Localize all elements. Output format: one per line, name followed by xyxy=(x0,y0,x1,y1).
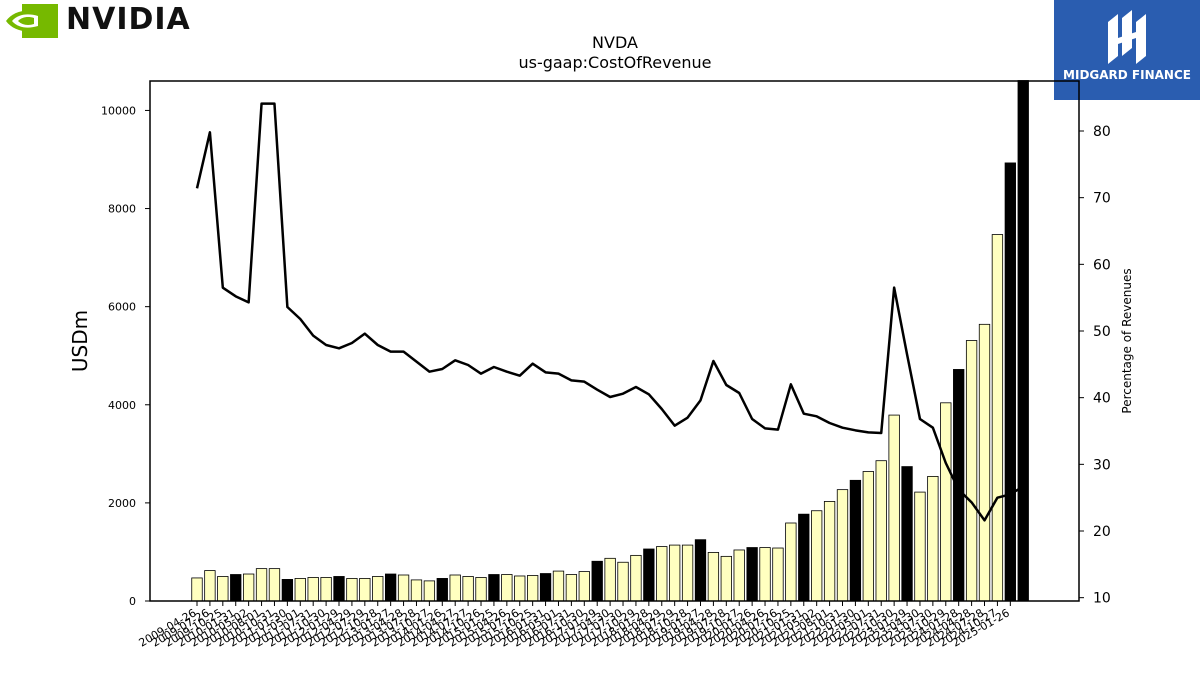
bar xyxy=(914,491,926,602)
bar xyxy=(423,580,436,602)
y2-tick-label: 10 xyxy=(1093,591,1111,607)
bar xyxy=(759,547,771,602)
bar xyxy=(488,574,500,602)
bar xyxy=(643,548,655,602)
bar xyxy=(965,340,978,602)
bar xyxy=(823,501,836,602)
right-axis-ticks: 10 20 30 40 50 60 70 80 xyxy=(1079,124,1111,607)
y2-tick-label: 40 xyxy=(1093,391,1111,407)
bar xyxy=(539,573,552,602)
y2-tick-label: 50 xyxy=(1093,324,1111,340)
bar xyxy=(552,570,565,602)
bar xyxy=(191,577,203,602)
bar xyxy=(230,574,242,602)
y-tick-label: 10000 xyxy=(101,104,136,117)
bar xyxy=(294,578,306,602)
bar xyxy=(772,547,784,602)
nvidia-wordmark: NVIDIA xyxy=(66,2,191,37)
y-tick-label: 0 xyxy=(129,595,136,608)
y-axis-label: USDm xyxy=(68,310,92,372)
bar xyxy=(359,578,371,602)
nvidia-logo: NVIDIA xyxy=(4,2,194,42)
bar xyxy=(372,576,384,602)
y2-tick-label: 80 xyxy=(1093,124,1111,140)
bar xyxy=(630,554,642,602)
left-axis-ticks: 0 2000 4000 6000 8000 10000 xyxy=(101,104,150,608)
bar xyxy=(811,510,823,602)
bar xyxy=(953,369,965,602)
nvidia-eye-icon xyxy=(6,4,58,38)
y2-tick-label: 60 xyxy=(1093,257,1111,273)
y-tick-label: 8000 xyxy=(108,203,136,216)
bar xyxy=(1004,162,1016,602)
plot-frame xyxy=(149,80,1080,602)
y2-tick-label: 70 xyxy=(1093,191,1111,207)
bar xyxy=(836,489,849,602)
bar xyxy=(242,573,255,602)
y2-axis-label: Percentage of Revenues xyxy=(1120,268,1134,413)
bar xyxy=(940,402,952,602)
bar xyxy=(410,579,423,602)
bar xyxy=(978,323,991,602)
bar xyxy=(514,575,526,602)
bar xyxy=(849,479,862,602)
percentage-line xyxy=(195,102,1024,522)
bar xyxy=(669,544,681,602)
chart-subtitle: us-gaap:CostOfRevenue xyxy=(518,53,711,72)
bar xyxy=(449,574,461,602)
bar xyxy=(204,570,216,602)
bar xyxy=(462,576,474,602)
bar xyxy=(591,560,603,602)
bar xyxy=(746,547,758,602)
bar xyxy=(397,574,410,602)
bar xyxy=(333,576,345,602)
bar xyxy=(707,552,720,602)
bar xyxy=(927,475,939,602)
bar-series xyxy=(191,80,1029,602)
bar xyxy=(501,574,513,602)
bar xyxy=(733,549,745,602)
line-series xyxy=(195,102,1024,522)
bar xyxy=(281,579,294,602)
x-axis-ticks: 2009-04-262009-07-262009-10-252010-01-31… xyxy=(137,601,1012,650)
bar xyxy=(875,460,887,602)
bar xyxy=(862,471,874,602)
bar xyxy=(785,522,797,602)
bar xyxy=(694,539,707,602)
bar xyxy=(320,577,332,602)
bar xyxy=(346,578,358,602)
bar xyxy=(720,555,732,602)
bar xyxy=(307,577,319,602)
midgard-rune-icon xyxy=(1108,10,1146,64)
bar xyxy=(217,576,229,602)
bar xyxy=(255,568,268,602)
midgard-finance-label: MIDGARD FINANCE xyxy=(1063,68,1191,82)
y-tick-label: 2000 xyxy=(108,497,136,510)
bar xyxy=(475,577,487,602)
bar xyxy=(384,573,397,602)
y-tick-label: 6000 xyxy=(108,301,136,314)
bar xyxy=(888,414,900,602)
bar xyxy=(604,557,616,602)
bar xyxy=(565,574,578,602)
y-tick-label: 4000 xyxy=(108,399,136,412)
bar xyxy=(1017,80,1029,602)
bar xyxy=(681,544,694,602)
bar xyxy=(617,561,629,602)
bar xyxy=(527,575,539,602)
bar xyxy=(901,466,913,602)
bar xyxy=(578,571,590,602)
bar xyxy=(991,234,1004,602)
bar xyxy=(656,546,668,602)
y2-tick-label: 20 xyxy=(1093,524,1111,540)
chart-title: NVDA xyxy=(592,33,638,52)
bar xyxy=(268,568,281,602)
y2-tick-label: 30 xyxy=(1093,457,1111,473)
bar xyxy=(798,513,810,602)
bar xyxy=(436,578,448,602)
